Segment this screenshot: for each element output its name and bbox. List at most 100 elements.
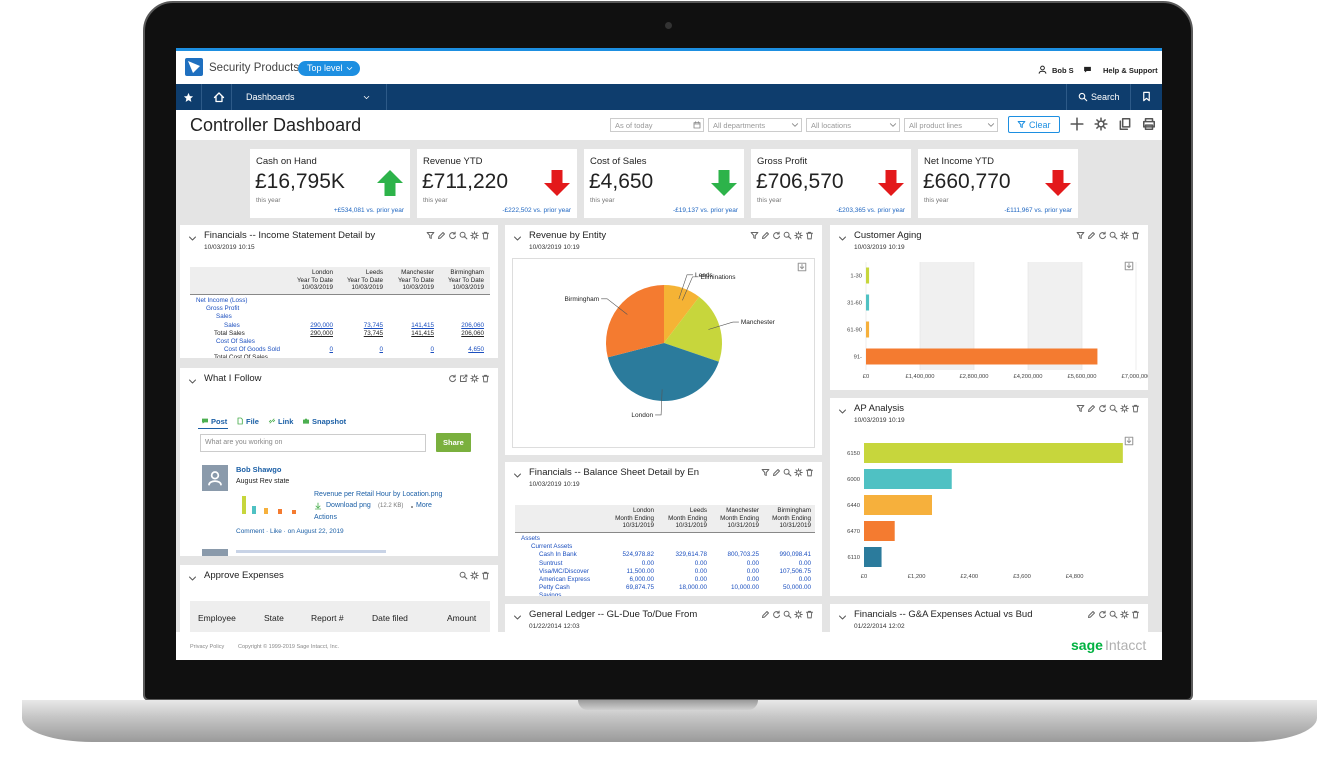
trash-icon-glyph[interactable] xyxy=(482,571,489,580)
share-action-icon-glyph[interactable] xyxy=(202,418,208,424)
row-label[interactable]: Cost Of Goods Sold xyxy=(224,346,280,354)
pencil-icon[interactable] xyxy=(1087,231,1096,240)
download-icon-glyph[interactable] xyxy=(314,502,322,510)
search-icon-glyph[interactable] xyxy=(1109,610,1118,619)
search-icon-glyph[interactable] xyxy=(783,468,792,477)
trash-icon[interactable] xyxy=(481,231,490,240)
clear-filter-icon[interactable] xyxy=(1017,120,1026,129)
filter-icon-glyph[interactable] xyxy=(426,232,435,239)
trash-icon[interactable] xyxy=(1131,404,1140,413)
row-label[interactable]: Cash In Bank xyxy=(539,551,577,559)
help-link[interactable]: Help & Support xyxy=(1103,66,1158,75)
gear-icon[interactable] xyxy=(470,571,479,580)
filter-control-glyph[interactable] xyxy=(889,123,897,127)
gear-icon-glyph[interactable] xyxy=(470,571,479,580)
filter-icon[interactable] xyxy=(1076,231,1085,240)
share-action[interactable]: File xyxy=(246,417,259,426)
chart-download[interactable] xyxy=(797,262,807,272)
gear-icon[interactable] xyxy=(1120,610,1129,619)
pencil-icon-glyph[interactable] xyxy=(438,232,445,239)
filter-control-glyph[interactable] xyxy=(791,123,799,127)
filter-select[interactable]: All product lines xyxy=(904,118,998,132)
gear-icon[interactable] xyxy=(1120,231,1129,240)
filter-select[interactable]: All departments xyxy=(708,118,802,132)
trash-icon[interactable] xyxy=(805,468,814,477)
gear-icon-glyph[interactable] xyxy=(794,468,803,477)
collapse-toggle-glyph[interactable] xyxy=(514,615,521,620)
nav-search[interactable]: Search xyxy=(1091,92,1120,102)
pencil-icon[interactable] xyxy=(761,610,770,619)
trash-icon[interactable] xyxy=(1131,610,1140,619)
pencil-icon-glyph[interactable] xyxy=(1088,611,1095,618)
row-label[interactable]: Gross Profit xyxy=(206,305,240,313)
trash-icon[interactable] xyxy=(481,571,490,580)
gear-icon-glyph[interactable] xyxy=(794,610,803,619)
nav-menu-chevron[interactable] xyxy=(363,94,370,101)
gear-button-glyph[interactable] xyxy=(1094,117,1108,131)
pencil-icon-glyph[interactable] xyxy=(1088,232,1095,239)
filter-icon-glyph[interactable] xyxy=(750,232,759,239)
attachment-name[interactable]: Revenue per Retail Hour by Location.png xyxy=(314,491,443,498)
gear-icon[interactable] xyxy=(794,231,803,240)
trash-icon[interactable] xyxy=(805,231,814,240)
trash-icon-glyph[interactable] xyxy=(1132,610,1139,619)
collapse-toggle[interactable] xyxy=(513,613,522,622)
pencil-icon-glyph[interactable] xyxy=(773,469,780,476)
favorites-icon[interactable] xyxy=(183,92,194,103)
share-action[interactable]: Snapshot xyxy=(312,417,347,426)
search-icon[interactable] xyxy=(783,468,792,477)
share-action-icon[interactable] xyxy=(268,417,276,425)
gear-icon[interactable] xyxy=(470,231,479,240)
nav-menu-chevron-glyph[interactable] xyxy=(363,95,370,100)
filter-select[interactable]: As of today xyxy=(610,118,704,132)
nav-menu[interactable]: Dashboards xyxy=(246,92,295,102)
gear-icon[interactable] xyxy=(794,468,803,477)
collapse-toggle[interactable] xyxy=(838,407,847,416)
share-action[interactable]: Post xyxy=(211,417,228,426)
filter-control[interactable] xyxy=(987,121,995,129)
filter-icon[interactable] xyxy=(1076,404,1085,413)
share-action-icon[interactable] xyxy=(236,417,244,425)
clear-button[interactable]: Clear xyxy=(1008,116,1060,133)
refresh-icon[interactable] xyxy=(1098,231,1107,240)
search-icon[interactable] xyxy=(1109,231,1118,240)
trash-icon[interactable] xyxy=(805,610,814,619)
row-label[interactable]: Suntrust xyxy=(539,559,563,567)
row-label[interactable]: Assets xyxy=(521,535,540,542)
row-label[interactable]: Savings xyxy=(539,592,562,596)
help-icon-glyph[interactable] xyxy=(1084,66,1091,73)
gear-icon-glyph[interactable] xyxy=(470,231,479,240)
bookmark-icon[interactable] xyxy=(1141,91,1152,102)
user-name[interactable]: Bob S xyxy=(1052,66,1074,75)
search-icon[interactable] xyxy=(783,610,792,619)
search-icon[interactable] xyxy=(1109,404,1118,413)
gear-icon-glyph[interactable] xyxy=(470,374,479,383)
gear-icon[interactable] xyxy=(794,610,803,619)
gear-icon-glyph[interactable] xyxy=(794,231,803,240)
status-input[interactable]: What are you working on xyxy=(200,434,426,452)
pencil-icon[interactable] xyxy=(1087,610,1096,619)
trash-icon[interactable] xyxy=(481,374,490,383)
filter-control[interactable] xyxy=(693,121,701,129)
collapse-toggle[interactable] xyxy=(188,574,197,583)
favorites-icon-glyph[interactable] xyxy=(183,92,194,102)
chart-download-glyph[interactable] xyxy=(1124,261,1134,271)
collapse-toggle[interactable] xyxy=(188,234,197,243)
search-icon-glyph[interactable] xyxy=(783,610,792,619)
chart-download-glyph[interactable] xyxy=(797,262,807,272)
pencil-icon[interactable] xyxy=(437,231,446,240)
collapse-toggle-glyph[interactable] xyxy=(189,576,196,581)
refresh-icon[interactable] xyxy=(772,610,781,619)
refresh-icon[interactable] xyxy=(1098,404,1107,413)
print-button-glyph[interactable] xyxy=(1142,117,1156,131)
plus-button-glyph[interactable] xyxy=(1070,117,1084,131)
collapse-toggle-glyph[interactable] xyxy=(839,409,846,414)
trash-icon-glyph[interactable] xyxy=(1132,231,1139,240)
filter-icon-glyph[interactable] xyxy=(1076,232,1085,239)
refresh-icon[interactable] xyxy=(448,374,457,383)
chart-download-glyph[interactable] xyxy=(1124,436,1134,446)
collapse-toggle[interactable] xyxy=(838,613,847,622)
filter-control[interactable] xyxy=(889,121,897,129)
more-link[interactable]: More xyxy=(416,502,432,509)
pencil-icon[interactable] xyxy=(1087,404,1096,413)
